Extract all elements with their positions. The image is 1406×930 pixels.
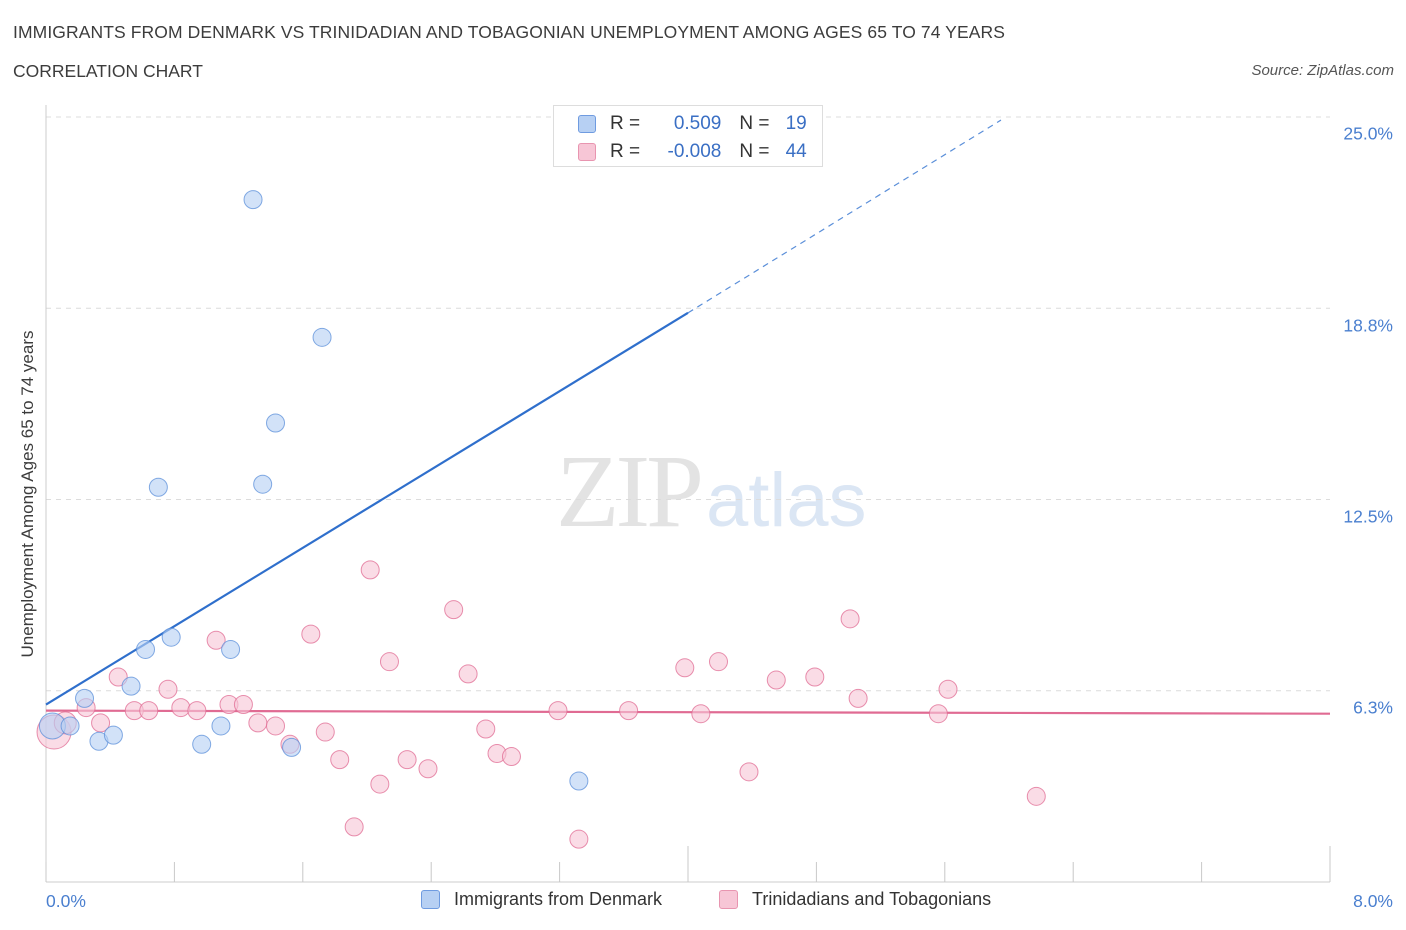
point-denmark-8 xyxy=(161,627,181,647)
grid-layer xyxy=(46,116,1330,692)
point-trinidad-16 xyxy=(301,624,321,644)
point-trinidad-39 xyxy=(840,609,860,629)
watermark: ZIPatlas xyxy=(556,440,867,544)
point-trinidad-32 xyxy=(619,701,639,721)
x-tick-label-max: 8.0% xyxy=(1353,891,1393,911)
point-trinidad-26 xyxy=(458,664,478,684)
point-denmark-10 xyxy=(211,716,231,736)
trendline-denmark xyxy=(45,311,689,706)
point-denmark-9 xyxy=(192,734,212,754)
stats-legend: R = 0.509 N = 19 R = -0.008 N = 44 xyxy=(553,105,823,167)
watermark-accent: atlas xyxy=(706,458,867,543)
point-trinidad-31 xyxy=(569,829,589,849)
chart-source: Source: ZipAtlas.com xyxy=(1251,62,1394,79)
point-trinidad-43 xyxy=(1026,786,1046,806)
legend-n-value-denmark: 19 xyxy=(785,113,807,134)
series-legend-swatch-trinidad xyxy=(719,890,738,909)
point-trinidad-36 xyxy=(739,762,759,782)
point-denmark-4 xyxy=(103,725,123,745)
chart-title: IMMIGRANTS FROM DENMARK VS TRINIDADIAN A… xyxy=(13,22,1006,42)
point-denmark-12 xyxy=(243,190,263,210)
point-trinidad-23 xyxy=(397,750,417,770)
series-legend-label-denmark: Immigrants from Denmark xyxy=(454,889,663,909)
legend-r-value-denmark: 0.509 xyxy=(673,113,722,134)
point-trinidad-25 xyxy=(444,600,464,620)
point-trinidad-40 xyxy=(848,688,868,708)
legend-r-key: R = xyxy=(610,113,646,134)
point-trinidad-37 xyxy=(766,670,786,690)
y-axis-label: Unemployment Among Ages 65 to 74 years xyxy=(18,330,37,658)
stats-legend-row-trinidad: R = -0.008 N = 44 xyxy=(578,140,807,164)
point-trinidad-27 xyxy=(476,719,496,739)
y-tick-label-12-5: 12.5% xyxy=(1343,506,1393,527)
point-trinidad-6 xyxy=(139,701,159,721)
point-denmark-17 xyxy=(569,771,589,791)
chart-subtitle: CORRELATION CHART xyxy=(13,61,203,81)
watermark-main: ZIP xyxy=(556,434,704,549)
trendline-trinidad xyxy=(45,709,1331,715)
point-denmark-14 xyxy=(266,413,286,433)
point-trinidad-42 xyxy=(938,679,958,699)
point-trinidad-17 xyxy=(315,722,335,742)
point-trinidad-30 xyxy=(548,701,568,721)
stats-legend-row-denmark: R = 0.509 N = 19 xyxy=(578,112,807,136)
point-trinidad-9 xyxy=(187,701,207,721)
point-trinidad-10 xyxy=(206,630,226,650)
point-trinidad-20 xyxy=(360,560,380,580)
series-legend-label-trinidad: Trinidadians and Tobagonians xyxy=(752,889,992,909)
legend-n-value-trinidad: 44 xyxy=(785,141,807,162)
series-legend-trinidad: Trinidadians and Tobagonians xyxy=(719,889,991,910)
y-tick-label-6-3: 6.3% xyxy=(1353,697,1393,718)
point-trinidad-18 xyxy=(330,750,350,770)
point-denmark-11 xyxy=(221,639,241,659)
point-trinidad-7 xyxy=(158,679,178,699)
point-trinidad-4 xyxy=(108,667,128,687)
point-denmark-2 xyxy=(75,688,95,708)
series-legend-swatch-denmark xyxy=(421,890,440,909)
legend-r-value-trinidad: -0.008 xyxy=(667,141,722,162)
point-denmark-1 xyxy=(60,716,80,736)
point-layer xyxy=(36,147,1046,849)
point-trinidad-14 xyxy=(266,716,286,736)
y-tick-label-25-0: 25.0% xyxy=(1343,123,1393,144)
point-denmark-16 xyxy=(312,327,332,347)
point-denmark-7 xyxy=(148,477,168,497)
legend-swatch-trinidad xyxy=(578,143,596,161)
point-trinidad-24 xyxy=(418,759,438,779)
point-trinidad-35 xyxy=(708,652,728,672)
point-denmark-15 xyxy=(282,737,302,757)
point-trinidad-12 xyxy=(233,695,253,715)
point-denmark-6 xyxy=(136,639,156,659)
point-trinidad-38 xyxy=(805,667,825,687)
point-trinidad-29 xyxy=(501,747,521,767)
x-tick-label-min: 0.0% xyxy=(46,891,86,911)
point-trinidad-13 xyxy=(248,713,268,733)
legend-r-key: R = xyxy=(610,141,646,162)
axis-layer xyxy=(45,105,1331,883)
point-trinidad-41 xyxy=(928,704,948,724)
point-denmark-13 xyxy=(253,474,273,494)
point-trinidad-21 xyxy=(370,774,390,794)
point-trinidad-19 xyxy=(344,817,364,837)
point-trinidad-8 xyxy=(171,698,191,718)
legend-n-key: N = xyxy=(739,113,775,134)
point-denmark-5 xyxy=(121,676,141,696)
series-legend-denmark: Immigrants from Denmark xyxy=(421,889,662,910)
y-tick-label-18-8: 18.8% xyxy=(1343,315,1393,336)
legend-swatch-denmark xyxy=(578,115,596,133)
point-trinidad-22 xyxy=(379,652,399,672)
point-trinidad-33 xyxy=(675,658,695,678)
trend-layer xyxy=(45,119,1331,715)
legend-n-key: N = xyxy=(739,141,775,162)
point-trinidad-34 xyxy=(691,704,711,724)
